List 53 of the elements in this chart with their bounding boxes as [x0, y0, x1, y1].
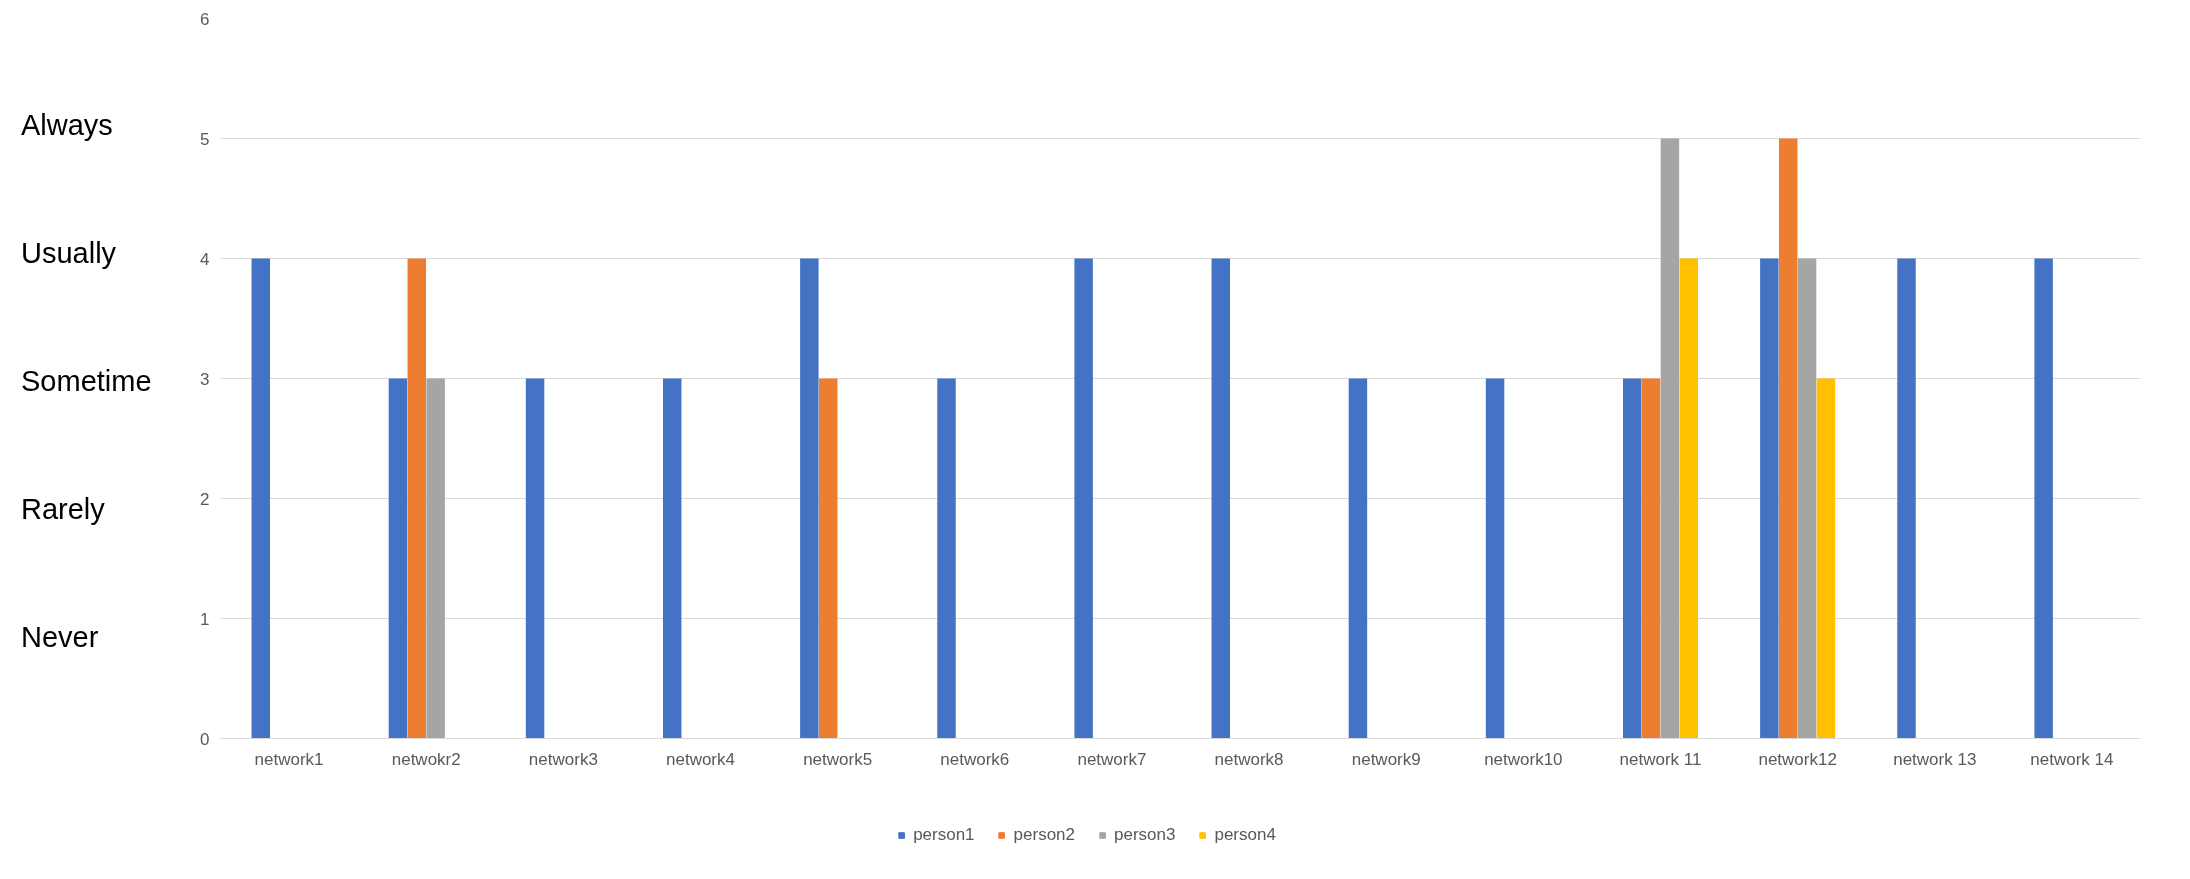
bar — [251, 258, 271, 739]
legend-label: person1 — [913, 825, 975, 845]
x-tick-label: network5 — [803, 749, 873, 769]
bar — [662, 378, 682, 739]
text: Always — [21, 108, 113, 143]
x-tick-label: network10 — [1484, 749, 1563, 769]
y-tick-label: 6 — [200, 9, 210, 29]
x-tick-label: netwokr2 — [391, 749, 461, 769]
bar — [525, 378, 545, 739]
y-tick-label: 5 — [200, 129, 210, 149]
x-tick-label: network1 — [254, 749, 324, 769]
x-tick-label: network4 — [666, 749, 735, 769]
y-tick-label: 4 — [200, 249, 210, 269]
x-tick-label: network8 — [1214, 749, 1284, 769]
bar — [1622, 378, 1642, 739]
x-tick-label: network 13 — [1893, 749, 1977, 769]
bar — [1679, 258, 1699, 739]
y-tick-label: 3 — [200, 369, 210, 389]
x-tick-label: network3 — [528, 749, 598, 769]
bar — [1778, 138, 1798, 739]
bar — [937, 378, 956, 739]
text: Sometime — [21, 364, 152, 399]
x-tick-label: network9 — [1351, 749, 1421, 769]
bar — [800, 258, 819, 739]
bar — [1760, 258, 1779, 739]
legend-label: person4 — [1214, 825, 1276, 845]
bar — [1660, 138, 1680, 739]
bar — [1211, 258, 1231, 739]
bar — [407, 258, 427, 739]
bar — [1897, 258, 1916, 739]
text: Usually — [21, 236, 117, 271]
bar — [1074, 258, 1093, 739]
bar — [388, 378, 408, 739]
y-tick-label: 2 — [200, 489, 210, 509]
bar — [1816, 378, 1836, 739]
x-tick-label: network 11 — [1619, 749, 1702, 769]
y-tick-label: 0 — [200, 729, 210, 749]
legend-label: person3 — [1114, 825, 1176, 845]
text: Never — [21, 620, 99, 655]
text: Rarely — [21, 492, 105, 527]
bar — [426, 378, 445, 739]
x-tick-label: network 14 — [2030, 749, 2114, 769]
y-tick-label: 1 — [200, 609, 210, 629]
bar — [1485, 378, 1505, 739]
bar — [818, 378, 838, 739]
x-tick-label: network12 — [1758, 749, 1837, 769]
bar — [1348, 378, 1368, 739]
x-tick-label: network6 — [940, 749, 1010, 769]
legend-label: person2 — [1013, 825, 1075, 845]
bar — [1641, 378, 1661, 739]
bar — [1797, 258, 1817, 739]
x-tick-label: network7 — [1077, 749, 1147, 769]
bar — [2034, 258, 2053, 739]
